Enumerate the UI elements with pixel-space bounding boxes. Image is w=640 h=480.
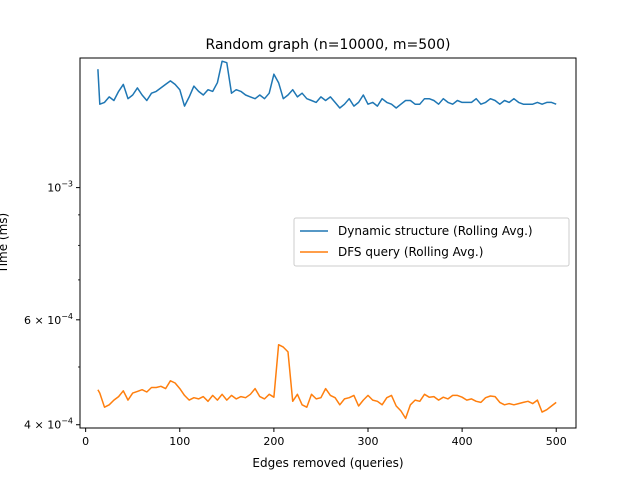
series-line-0 (97, 60, 557, 109)
legend-frame (293, 217, 570, 267)
y-tick-label: 10−3 (47, 180, 73, 195)
x-axis-label: Edges removed (queries) (252, 456, 403, 470)
chart-title: Random graph (n=10000, m=500) (206, 37, 451, 53)
x-tick-label: 300 (358, 435, 379, 448)
legend: Dynamic structure (Rolling Avg.) DFS que… (293, 217, 570, 267)
x-axis: 0 100 200 300 400 500 (82, 428, 567, 448)
plot-lines (97, 60, 557, 420)
x-tick-label: 200 (263, 435, 284, 448)
x-tick-label: 500 (546, 435, 567, 448)
series-line-1 (97, 343, 557, 420)
y-axis-label: Time (ms) (0, 213, 10, 275)
plot-frame (79, 57, 577, 429)
legend-label-dfs-query: DFS query (Rolling Avg.) (338, 245, 483, 259)
y-axis: 10−3 6 × 10−4 4 × 10−4 (24, 180, 80, 432)
y-tick-label: 6 × 10−4 (24, 312, 73, 327)
y-tick-label: 4 × 10−4 (24, 417, 73, 432)
x-tick-label: 100 (169, 435, 190, 448)
legend-label-dynamic-structure: Dynamic structure (Rolling Avg.) (338, 224, 533, 238)
x-tick-label: 0 (82, 435, 89, 448)
x-tick-label: 400 (452, 435, 473, 448)
